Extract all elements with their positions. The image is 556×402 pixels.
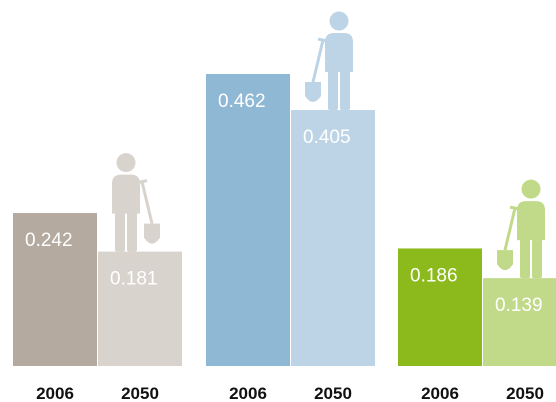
bar xyxy=(206,74,290,367)
value-label: 0.139 xyxy=(495,295,543,316)
icon-shovel-handle xyxy=(140,181,154,224)
icon-shovel-handle xyxy=(311,39,325,83)
icon-shovel-grip xyxy=(509,205,521,211)
x-tick-label: 2050 xyxy=(314,384,352,402)
x-tick-label: 2006 xyxy=(36,384,74,402)
value-label: 0.242 xyxy=(25,230,73,251)
icon-leg xyxy=(127,209,137,252)
icon-shovel-blade xyxy=(497,250,513,271)
worker-icon xyxy=(112,153,160,252)
worker-icon xyxy=(497,179,545,279)
icon-shovel-grip xyxy=(136,179,148,185)
icon-leg xyxy=(328,68,338,111)
bar xyxy=(398,248,482,366)
icon-body xyxy=(325,33,353,73)
icon-leg xyxy=(115,209,125,252)
icon-shovel-grip xyxy=(317,37,329,43)
value-label: 0.181 xyxy=(110,269,158,290)
icon-shovel-handle xyxy=(503,207,517,251)
icon-body xyxy=(517,201,545,241)
icon-shovel-blade xyxy=(305,82,321,103)
icon-head xyxy=(116,153,136,173)
value-label: 0.405 xyxy=(303,127,351,148)
icon-leg xyxy=(532,236,542,279)
icon-shovel-blade xyxy=(144,223,160,244)
icon-leg xyxy=(520,236,530,279)
worker-icon xyxy=(305,11,353,111)
icon-body xyxy=(112,174,140,214)
x-tick-label: 2050 xyxy=(506,384,544,402)
bar xyxy=(13,213,97,366)
bar xyxy=(98,251,182,366)
icon-head xyxy=(521,179,541,199)
bar xyxy=(291,110,375,366)
value-label: 0.462 xyxy=(218,91,266,112)
x-tick-label: 2050 xyxy=(121,384,159,402)
icon-head xyxy=(329,11,349,31)
x-tick-label: 2006 xyxy=(229,384,267,402)
value-label: 0.186 xyxy=(410,265,458,286)
bar xyxy=(483,278,556,366)
x-tick-label: 2006 xyxy=(421,384,459,402)
icon-leg xyxy=(340,68,350,111)
